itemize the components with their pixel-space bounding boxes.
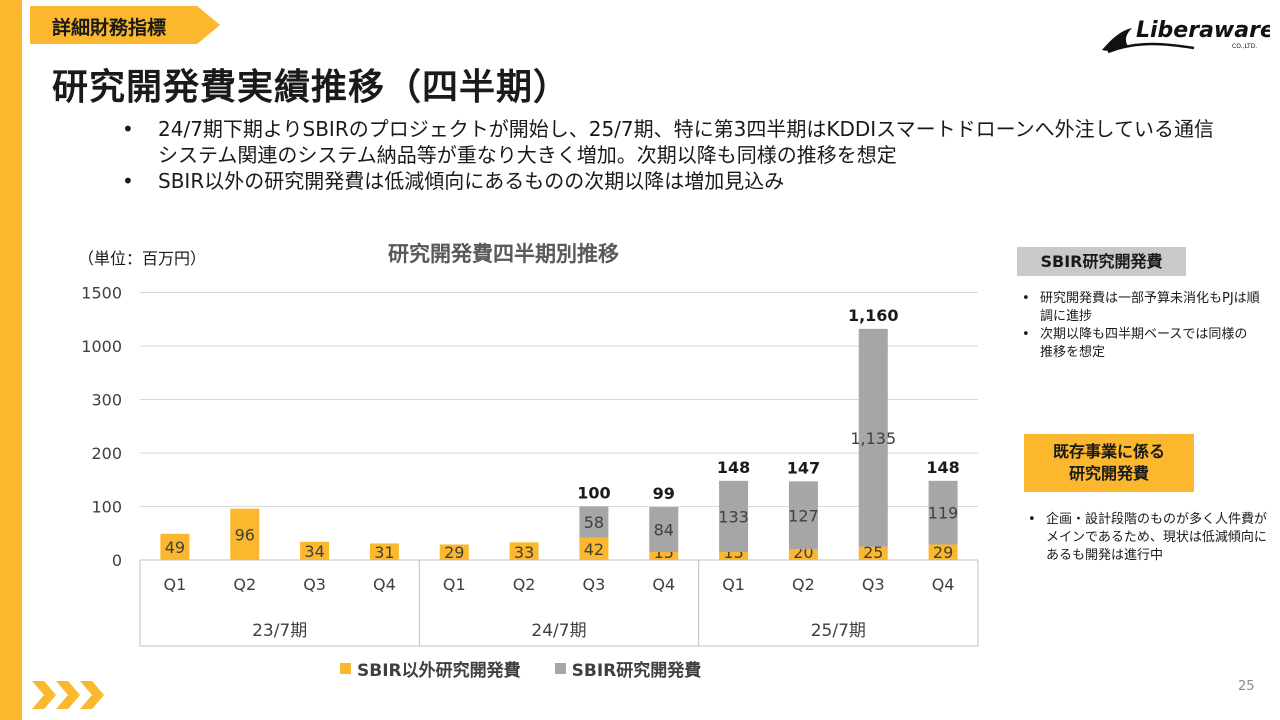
bar-sbir — [719, 480, 749, 552]
x-tick-label: Q4 — [373, 575, 396, 594]
legend-label-sbir: SBIR研究開発費 — [571, 661, 702, 681]
data-label-non-sbir: 29 — [933, 543, 953, 562]
total-label: 147 — [787, 458, 820, 477]
total-label: 99 — [653, 484, 675, 503]
bar-non-sbir — [369, 543, 399, 560]
data-label-non-sbir: 49 — [165, 538, 185, 557]
data-label-sbir: 119 — [928, 504, 959, 523]
x-tick-label: Q1 — [722, 575, 745, 594]
page-number: 25 — [1238, 679, 1255, 694]
sbir-label-box: SBIR研究開発費 — [1017, 247, 1186, 276]
bar-non-sbir — [579, 537, 609, 560]
data-label-non-sbir: 29 — [444, 543, 464, 562]
bar-non-sbir — [649, 551, 679, 560]
data-label-non-sbir: 34 — [304, 542, 324, 561]
group-label: 25/7期 — [811, 621, 866, 641]
y-tick-label: 0 — [112, 551, 122, 570]
bar-non-sbir — [788, 549, 818, 560]
bar-non-sbir — [300, 541, 330, 560]
group-label: 23/7期 — [252, 621, 307, 641]
legend-swatch-non-sbir — [340, 663, 351, 674]
bar-non-sbir — [509, 542, 539, 560]
page-title: 研究開発費実績推移（四半期） — [52, 67, 571, 108]
chart-legend: SBIR以外研究開発費 SBIR研究開発費 — [340, 656, 701, 681]
sbir-note-1: 研究開発費は一部予算未消化もPJは順調に進捗 — [1020, 290, 1260, 326]
bar-sbir — [579, 506, 609, 538]
data-label-sbir: 1,135 — [850, 429, 896, 448]
data-label-non-sbir: 25 — [863, 543, 883, 562]
bar-sbir — [858, 328, 888, 547]
legend-item-sbir: SBIR研究開発費 — [554, 656, 702, 681]
section-tag-label: 詳細財務指標 — [52, 17, 167, 39]
x-tick-label: Q1 — [164, 575, 187, 594]
summary-bullet-2: SBIR以外の研究開発費は低減傾向にあるものの次期以降は増加見込み — [120, 168, 1230, 194]
chevron-arrows-icon — [32, 681, 104, 709]
x-tick-label: Q1 — [443, 575, 466, 594]
data-label-sbir: 58 — [584, 513, 604, 532]
existing-label-line1: 既存事業に係る — [1052, 442, 1165, 461]
y-tick-label: 100 — [91, 498, 122, 517]
existing-notes: 企画・設計段階のものが多く人件費がメインであるため、現状は低減傾向にあるも開発は… — [1026, 511, 1270, 565]
bar-sbir — [928, 480, 958, 545]
data-label-sbir: 84 — [654, 521, 674, 540]
bar-non-sbir — [160, 533, 190, 560]
sbir-note-2: 次期以降も四半期ベースでは同様の推移を想定 — [1020, 326, 1260, 362]
total-label: 1,160 — [848, 306, 899, 325]
bar-sbir — [649, 507, 679, 552]
sbir-notes: 研究開発費は一部予算未消化もPJは順調に進捗 次期以降も四半期ベースでは同様の推… — [1020, 290, 1260, 362]
logo-sub-text: CO.,LTD. — [1232, 43, 1257, 50]
y-tick-label: 1000 — [81, 337, 122, 356]
bar-non-sbir — [719, 551, 749, 560]
existing-business-label-box: 既存事業に係る 研究開発費 — [1024, 434, 1194, 492]
total-label: 148 — [926, 458, 959, 477]
x-tick-label: Q3 — [303, 575, 326, 594]
data-label-non-sbir: 31 — [374, 543, 394, 562]
x-tick-label: Q4 — [652, 575, 675, 594]
existing-note-1: 企画・設計段階のものが多く人件費がメインであるため、現状は低減傾向にあるも開発は… — [1026, 511, 1270, 565]
legend-item-non-sbir: SBIR以外研究開発費 — [340, 656, 521, 681]
total-label: 148 — [717, 458, 750, 477]
legend-swatch-sbir — [554, 663, 566, 674]
x-tick-label: Q4 — [932, 575, 955, 594]
x-tick-label: Q2 — [233, 575, 256, 594]
bar-non-sbir — [230, 508, 260, 560]
summary-bullets: 24/7期下期よりSBIRのプロジェクトが開始し、25/7期、特に第3四半期はK… — [120, 116, 1230, 194]
rd-expense-chart: 0 100 200 300 1000 1500 23/7期 24/7期 25/7期 Q1 49 Q2 9… — [81, 284, 979, 647]
existing-label-line2: 研究開発費 — [1068, 464, 1149, 483]
total-label: 100 — [577, 484, 610, 503]
logo-text: Liberaware — [1136, 18, 1270, 43]
x-tick-label: Q3 — [583, 575, 606, 594]
group-label: 24/7期 — [531, 621, 586, 641]
unit-label: （単位：百万円） — [78, 249, 207, 268]
bar-non-sbir — [928, 544, 958, 560]
left-accent-bar — [0, 0, 22, 720]
chart-title: 研究開発費四半期別推移 — [388, 242, 619, 266]
section-tag: 詳細財務指標 — [30, 6, 220, 44]
bar-non-sbir — [858, 546, 888, 560]
data-label-sbir: 127 — [788, 506, 819, 525]
company-logo: Liberaware CO.,LTD. — [1102, 18, 1270, 54]
bar-sbir — [788, 481, 818, 550]
logo-swoosh-icon — [1102, 28, 1132, 51]
y-tick-label: 300 — [91, 391, 122, 410]
bar-non-sbir — [439, 544, 469, 560]
x-tick-label: Q2 — [513, 575, 536, 594]
y-tick-label: 200 — [91, 444, 122, 463]
data-label-non-sbir: 96 — [235, 525, 255, 544]
data-label-sbir: 133 — [718, 507, 749, 526]
data-label-non-sbir: 42 — [584, 540, 604, 559]
legend-label-non-sbir: SBIR以外研究開発費 — [357, 661, 521, 681]
summary-bullet-1: 24/7期下期よりSBIRのプロジェクトが開始し、25/7期、特に第3四半期はK… — [120, 116, 1230, 168]
x-tick-label: Q3 — [862, 575, 885, 594]
x-tick-label: Q2 — [792, 575, 815, 594]
y-tick-label: 1500 — [81, 284, 122, 303]
data-label-non-sbir: 33 — [514, 543, 534, 562]
